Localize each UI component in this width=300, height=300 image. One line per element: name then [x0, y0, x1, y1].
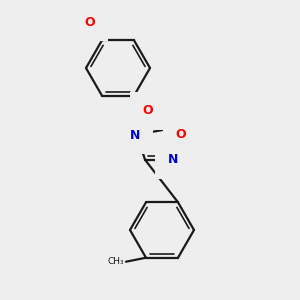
Text: N: N	[168, 153, 178, 166]
Text: O: O	[176, 128, 186, 141]
Text: N: N	[130, 129, 140, 142]
Text: CH₃: CH₃	[107, 257, 124, 266]
Text: O: O	[85, 16, 95, 29]
Text: CH₃: CH₃	[122, 129, 139, 138]
Text: O: O	[143, 104, 153, 117]
